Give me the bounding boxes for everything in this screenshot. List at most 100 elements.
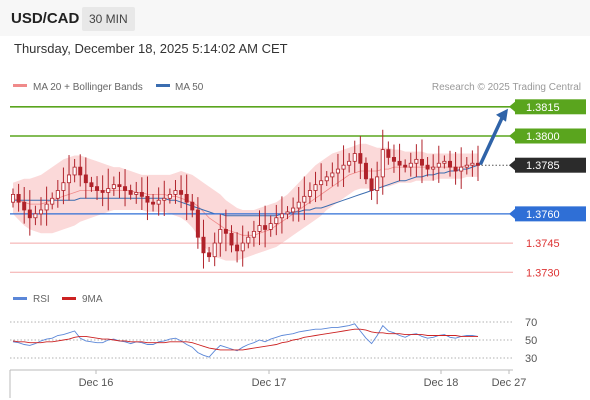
candle-body xyxy=(151,201,156,205)
rsi-pane: 70 50 30 xyxy=(10,317,537,365)
timeframe-button[interactable]: 30 MIN xyxy=(82,7,135,31)
candle-body xyxy=(363,162,368,180)
candle-body xyxy=(257,225,262,232)
candle-body xyxy=(117,184,122,188)
candle-body xyxy=(134,192,139,195)
candle-body xyxy=(179,190,184,195)
candle-body xyxy=(274,217,279,224)
candle-body xyxy=(184,193,189,203)
candle-body xyxy=(352,153,357,162)
candle-body xyxy=(453,166,458,172)
level-tag-pointer xyxy=(509,208,515,219)
ma50-legend-swatch xyxy=(156,84,170,87)
candle-body xyxy=(391,157,396,162)
candle-body xyxy=(128,190,133,195)
level-label-1.3800: 1.3800 xyxy=(526,131,560,143)
candle-body xyxy=(246,236,251,244)
candle-body xyxy=(235,244,240,252)
rsi-tick-50: 50 xyxy=(525,335,537,347)
level-label-1.3745: 1.3745 xyxy=(526,238,560,250)
candle-body xyxy=(279,213,284,219)
candle-body xyxy=(39,209,44,215)
candle-body xyxy=(139,192,144,197)
candle-body xyxy=(173,190,178,195)
candle-body xyxy=(100,190,105,193)
candle-body xyxy=(347,160,352,166)
candle-body xyxy=(341,164,346,170)
ma50-legend-label: MA 50 xyxy=(175,82,204,93)
candle-body xyxy=(223,229,228,234)
current-price-tag-pointer xyxy=(509,160,515,171)
forecast-arrow-head xyxy=(496,108,508,122)
candle-body xyxy=(156,199,161,205)
candle-body xyxy=(386,149,391,158)
candle-body xyxy=(369,178,374,191)
level-tag-1.3815 xyxy=(515,99,586,115)
candle-body xyxy=(436,162,441,168)
level-label-1.3760: 1.3760 xyxy=(526,209,560,221)
candle-body xyxy=(380,149,385,178)
current-price-label: 1.3785 xyxy=(526,160,560,172)
candle-body xyxy=(475,162,480,166)
candle-body xyxy=(470,162,475,166)
x-axis: Dec 16 Dec 17 Dec 18 Dec 27 xyxy=(79,370,526,389)
forecast-arrow-shaft xyxy=(479,114,505,165)
rsi-tick-70: 70 xyxy=(525,317,537,329)
candle-body xyxy=(447,160,452,168)
candle-body xyxy=(464,164,469,168)
credit-text: Research © 2025 Trading Central xyxy=(432,82,581,93)
candle-body xyxy=(201,236,206,254)
x-tick-label: Dec 16 xyxy=(79,377,114,389)
candle-body xyxy=(111,184,116,189)
current-price-tag xyxy=(515,157,586,173)
candle-body xyxy=(16,193,21,203)
ma20-legend-swatch xyxy=(13,84,27,87)
candle-body xyxy=(50,197,55,205)
candle-body xyxy=(403,164,408,168)
candle-body xyxy=(207,252,212,258)
candle-body xyxy=(307,190,312,197)
candle-body xyxy=(397,160,402,166)
candle-body xyxy=(268,223,273,230)
ma20-legend-label: MA 20 + Bollinger Bands xyxy=(33,82,143,93)
candle-body xyxy=(324,176,329,182)
candle-body xyxy=(33,213,38,219)
candle-body xyxy=(10,193,15,203)
rsi-legend-label: RSI xyxy=(33,294,50,305)
rsi-tick-30: 30 xyxy=(525,353,537,365)
candle-body xyxy=(162,197,167,201)
candle-body xyxy=(55,190,60,199)
ma50-line xyxy=(13,164,479,217)
candle-body xyxy=(442,160,447,164)
candle-body xyxy=(431,166,436,170)
candle-body xyxy=(330,172,335,178)
symbol-title: USD/CAD xyxy=(11,10,80,27)
candle-body xyxy=(67,174,72,184)
x-tick-label: Dec 18 xyxy=(424,377,459,389)
candle-body xyxy=(251,230,256,238)
rsi-legend-swatch xyxy=(13,297,27,300)
candle-body xyxy=(61,182,66,191)
candle-body xyxy=(302,195,307,203)
candle-body xyxy=(419,158,424,166)
candle-body xyxy=(263,225,268,230)
level-tag-pointer xyxy=(509,131,515,141)
candle-body xyxy=(22,201,27,211)
timestamp: Thursday, December 18, 2025 5:14:02 AM C… xyxy=(14,41,288,56)
candle-body xyxy=(425,164,430,170)
candle-body xyxy=(72,166,77,176)
candle-body xyxy=(27,209,32,219)
candle-body xyxy=(240,242,245,252)
candle-body xyxy=(414,158,419,164)
candle-body xyxy=(106,188,111,193)
level-tag-pointer xyxy=(509,101,515,112)
candle-body xyxy=(296,201,301,209)
bollinger-band xyxy=(13,143,478,261)
candle-body xyxy=(218,229,223,244)
candle-body xyxy=(212,242,217,258)
candle-body xyxy=(123,186,128,191)
candle-body xyxy=(335,168,340,174)
candle-body xyxy=(190,201,195,211)
level-label-1.3730: 1.3730 xyxy=(526,267,560,279)
